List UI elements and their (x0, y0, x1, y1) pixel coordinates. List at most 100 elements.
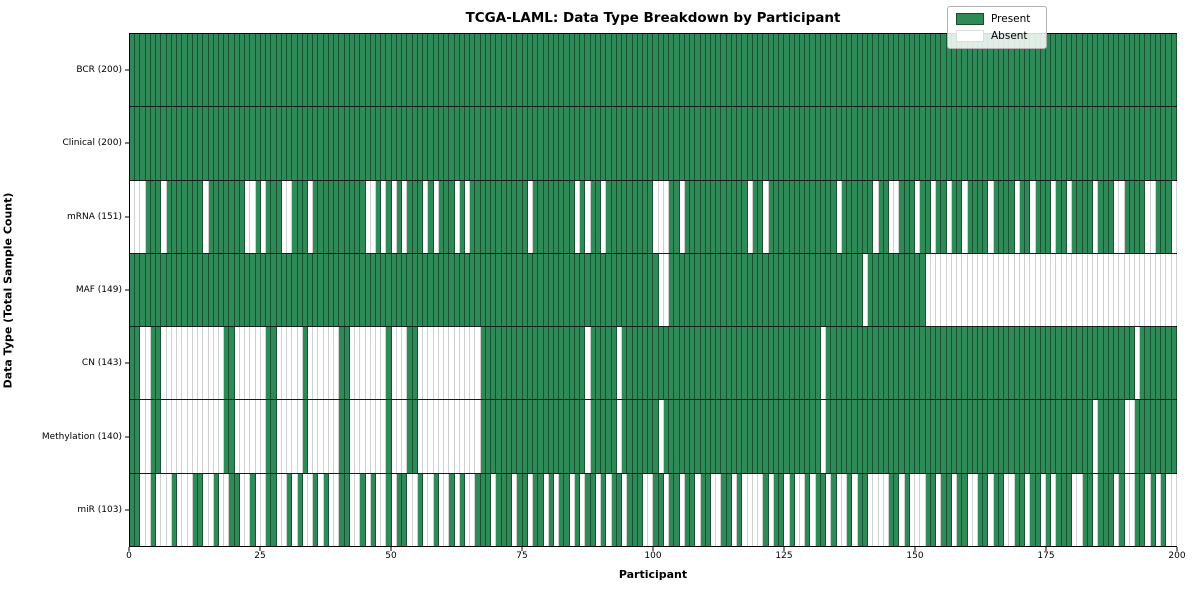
cell (894, 473, 900, 546)
cell (773, 400, 780, 473)
cell (1019, 180, 1026, 253)
cell (1030, 253, 1036, 327)
cell (972, 473, 978, 546)
cell (548, 400, 554, 473)
cell (1014, 473, 1020, 546)
cell (203, 180, 209, 253)
x-tick-mark (1045, 547, 1047, 551)
cell (559, 473, 565, 546)
cell (800, 473, 806, 546)
cell (1166, 400, 1172, 473)
cell (512, 34, 518, 107)
x-tick-mark (914, 547, 916, 551)
cell (690, 327, 696, 400)
cell (726, 327, 732, 400)
cell (512, 180, 518, 253)
cell (998, 107, 1005, 180)
cell (805, 253, 811, 327)
cell (1119, 400, 1125, 473)
cell (344, 473, 350, 546)
cell (763, 107, 769, 180)
cell (323, 34, 329, 107)
cell (485, 473, 492, 546)
cell (862, 400, 869, 473)
cell (925, 180, 931, 253)
cell (1171, 107, 1177, 180)
cell (496, 400, 502, 473)
cell (622, 400, 628, 473)
cell (574, 180, 581, 253)
cell (836, 180, 842, 253)
cell (663, 180, 670, 253)
cell (899, 400, 905, 473)
cell (690, 34, 696, 107)
cell (669, 253, 675, 327)
cell (658, 327, 664, 400)
cell (936, 327, 942, 400)
cell (150, 253, 157, 327)
cell (1114, 107, 1120, 180)
cell (580, 34, 586, 107)
cell (1035, 34, 1041, 107)
cell (695, 400, 701, 473)
cell (883, 327, 889, 400)
cell (218, 400, 225, 473)
cell (1072, 180, 1078, 253)
cell (260, 473, 267, 546)
cell (491, 34, 497, 107)
cell (1019, 400, 1026, 473)
cell (402, 327, 408, 400)
cell (527, 180, 534, 253)
cell (1066, 180, 1073, 253)
cell (705, 253, 712, 327)
cell (616, 107, 623, 180)
cell (349, 473, 356, 546)
cell (559, 400, 565, 473)
cell (428, 107, 434, 180)
cell (234, 327, 240, 400)
cell (690, 107, 696, 180)
cell (245, 34, 251, 107)
cell (334, 327, 340, 400)
cell (967, 253, 973, 327)
cell (381, 180, 387, 253)
cell (465, 180, 471, 253)
cell (648, 327, 654, 400)
cell (1103, 34, 1109, 107)
cell (601, 473, 607, 546)
cell (1035, 473, 1041, 546)
cell (538, 34, 544, 107)
cell (841, 107, 848, 180)
cell (653, 473, 659, 546)
cell (590, 327, 596, 400)
cell (967, 327, 973, 400)
cell (711, 253, 717, 327)
cell (517, 107, 523, 180)
cell (218, 107, 225, 180)
cell (1145, 327, 1151, 400)
cell (648, 253, 654, 327)
cell (888, 400, 895, 473)
cell (506, 327, 513, 400)
cell (182, 327, 188, 400)
cell (894, 327, 900, 400)
cell (161, 180, 167, 253)
cell (444, 34, 450, 107)
cell (977, 253, 984, 327)
cell (1140, 107, 1146, 180)
cell (658, 180, 664, 253)
cell (1093, 253, 1099, 327)
cell (470, 180, 476, 253)
y-tick-mark (125, 509, 129, 511)
cell (705, 34, 712, 107)
cell (852, 34, 858, 107)
cell (711, 400, 717, 473)
cell (915, 400, 921, 473)
cell (585, 107, 591, 180)
cell (402, 180, 408, 253)
cell (465, 107, 471, 180)
cell (470, 107, 476, 180)
cell (731, 34, 738, 107)
cell (281, 473, 288, 546)
cell (977, 400, 984, 473)
